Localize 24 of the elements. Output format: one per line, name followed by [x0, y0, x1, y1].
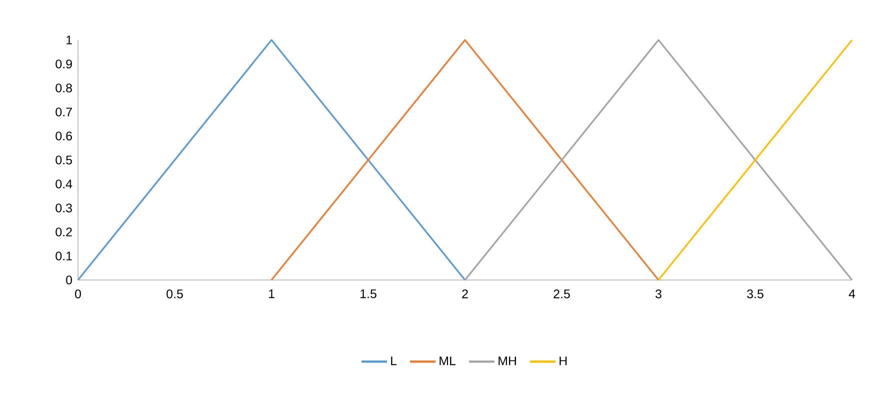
x-tick-label: 3.5 [747, 290, 764, 298]
x-tick-label: 0.5 [166, 290, 183, 298]
legend-label: ML [440, 356, 456, 366]
legend-label: MH [498, 356, 516, 366]
x-tick-label: 3 [656, 290, 662, 298]
y-tick-label: 0.2 [56, 228, 72, 236]
y-tick-label: 0.7 [56, 108, 72, 116]
x-tick-label: 0 [75, 290, 81, 298]
y-tick-label: 0.8 [56, 84, 72, 92]
y-tick-label: 0.4 [56, 180, 72, 188]
legend-label: H [560, 356, 567, 366]
y-tick-label: 0.6 [56, 132, 72, 140]
y-tick-label: 0.5 [56, 156, 72, 164]
x-tick-label: 1.5 [360, 290, 376, 298]
x-tick-label: 2.5 [554, 290, 570, 298]
y-tick-label: 1 [66, 36, 72, 44]
y-tick-label: 0.9 [56, 60, 72, 68]
y-tick-label: 0.3 [56, 204, 72, 212]
y-tick-label: 0 [66, 276, 72, 284]
y-tick-label: 0.1 [56, 252, 72, 260]
x-tick-label: 1 [268, 290, 274, 298]
x-tick-label: 2 [462, 290, 468, 298]
x-tick-label: 4 [848, 290, 856, 298]
legend-label: L [391, 356, 397, 366]
